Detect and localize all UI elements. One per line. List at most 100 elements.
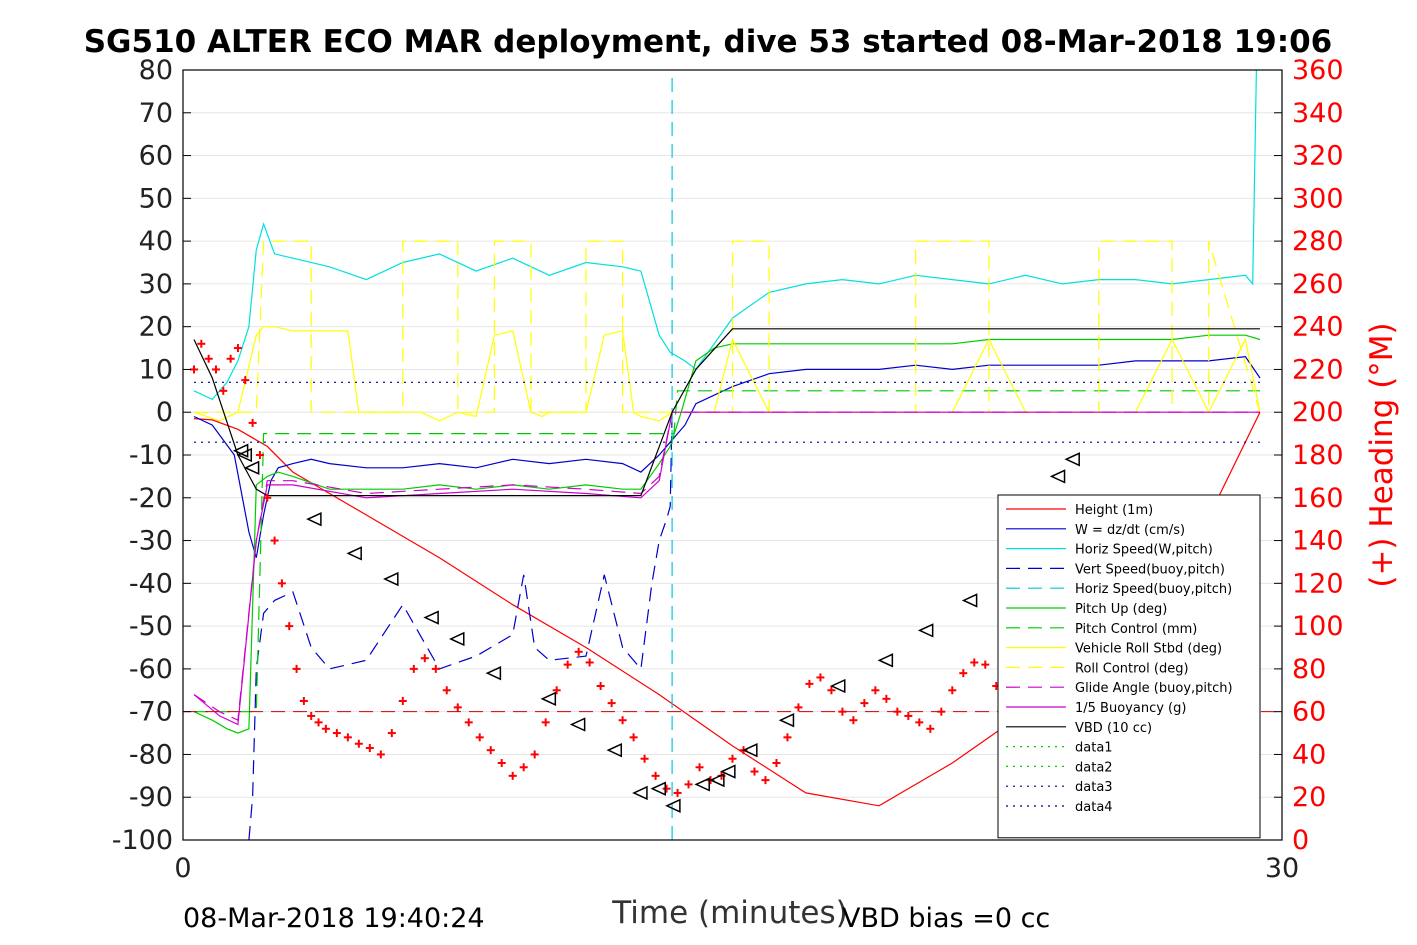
legend-entry: Height (1m): [1075, 503, 1153, 518]
dive-marker: [778, 713, 795, 728]
legend-entry: data4: [1075, 800, 1113, 815]
heading-point: [211, 365, 220, 374]
x-tick-label: 30: [1265, 853, 1299, 884]
heading-point: [475, 733, 484, 742]
dive-marker: [383, 571, 399, 587]
heading-point: [552, 686, 561, 695]
heading-point: [585, 658, 594, 667]
heading-point: [409, 664, 418, 673]
dive-marker: [306, 511, 322, 527]
dive-marker: [720, 764, 736, 779]
heading-point: [761, 776, 770, 785]
left-axis: 80 70 60 50 40 30 20 10 0 -10 -20 -30 -40 -50 -60 -70 -8…: [112, 55, 191, 856]
right-tick-label: 360: [1292, 55, 1344, 86]
left-tick-label: 80: [139, 55, 173, 86]
legend-entry: data1: [1075, 741, 1113, 756]
heading-point: [197, 339, 206, 348]
heading-point: [387, 729, 396, 738]
dive-marker: [650, 781, 666, 796]
right-tick-label: 280: [1292, 226, 1344, 257]
heading-point: [420, 654, 429, 663]
legend-entry: Pitch Up (deg): [1075, 602, 1167, 617]
dive-marker: [742, 742, 758, 758]
heading-point: [618, 716, 627, 725]
dive-marker: [829, 678, 846, 694]
left-tick-label: -40: [129, 568, 173, 599]
dive-marker: [346, 546, 362, 561]
x-tick-label: 0: [174, 853, 191, 884]
legend: Height (1m) W = dz/dt (cm/s) Horiz Speed(W…: [997, 494, 1261, 839]
heading-point: [805, 679, 814, 688]
left-tick-label: 60: [139, 141, 173, 172]
legend-entry: data2: [1075, 760, 1113, 775]
right-tick-label: 100: [1292, 611, 1344, 642]
heading-point: [662, 784, 671, 793]
heading-point: [398, 696, 407, 705]
heading-point: [464, 718, 473, 727]
legend-entry: Vert Speed(buoy,pitch): [1075, 562, 1225, 577]
dive-marker: [665, 798, 681, 813]
heading-point: [226, 354, 235, 363]
heading-point: [255, 451, 264, 459]
heading-point: [248, 418, 257, 427]
legend-box: [997, 494, 1261, 839]
left-tick-label: -100: [112, 825, 173, 856]
heading-point: [629, 733, 638, 742]
right-tick-label: 80: [1292, 654, 1326, 685]
dive-marker: [485, 665, 502, 681]
heading-point: [497, 759, 506, 767]
left-tick-label: -30: [129, 526, 173, 557]
heading-point: [321, 724, 330, 733]
heading-point: [263, 493, 272, 502]
chart-title: SG510 ALTER ECO MAR deployment, dive 53 …: [84, 24, 1333, 60]
dive-marker: [236, 447, 253, 463]
left-tick-label: 40: [139, 226, 173, 257]
heading-point: [204, 354, 213, 363]
dive-marker: [540, 691, 557, 707]
heading-point: [270, 536, 279, 545]
heading-point: [728, 754, 737, 763]
heading-point: [827, 686, 836, 695]
right-tick-label: 300: [1292, 183, 1344, 214]
right-tick-label: 20: [1292, 782, 1326, 813]
heading-point: [651, 771, 660, 780]
heading-point: [233, 344, 242, 353]
heading-point: [937, 707, 946, 716]
heading-point: [314, 718, 323, 727]
left-tick-label: -90: [129, 782, 173, 813]
legend-entry: data3: [1075, 780, 1113, 795]
heading-point: [684, 780, 693, 789]
dive-marker: [423, 610, 439, 625]
heading-point: [607, 699, 616, 708]
series-line: [193, 328, 1260, 497]
x-axis-label: Time (minutes): [611, 895, 847, 931]
heading-point: [915, 718, 924, 727]
heading-point: [596, 682, 605, 690]
legend-entry: Horiz Speed(buoy,pitch): [1075, 582, 1232, 597]
dive-marker: [243, 460, 260, 476]
heading-point: [376, 750, 385, 759]
left-tick-label: 70: [139, 98, 173, 129]
right-tick-label: 240: [1292, 312, 1344, 343]
right-tick-label: 0: [1292, 825, 1309, 856]
right-tick-label: 160: [1292, 483, 1344, 514]
dive-marker: [709, 772, 725, 788]
heading-point: [241, 376, 250, 385]
left-tick-label: -20: [129, 483, 173, 514]
dive-marker: [961, 593, 978, 608]
footer-vbd-bias: VBD bias =0 cc: [842, 903, 1050, 934]
left-tick-label: 20: [139, 312, 173, 343]
dive-marker: [632, 785, 648, 801]
dive-marker: [569, 717, 586, 732]
right-tick-label: 320: [1292, 141, 1344, 172]
heading-point: [882, 694, 891, 703]
heading-point: [673, 788, 682, 797]
heading-point: [981, 660, 990, 669]
right-tick-label: 340: [1292, 98, 1344, 129]
series-line: [193, 411, 1260, 726]
left-tick-label: 30: [139, 269, 173, 300]
series-line: [193, 355, 1261, 558]
heading-point: [893, 707, 902, 716]
right-tick-label: 260: [1292, 269, 1344, 300]
heading-point: [904, 711, 913, 720]
